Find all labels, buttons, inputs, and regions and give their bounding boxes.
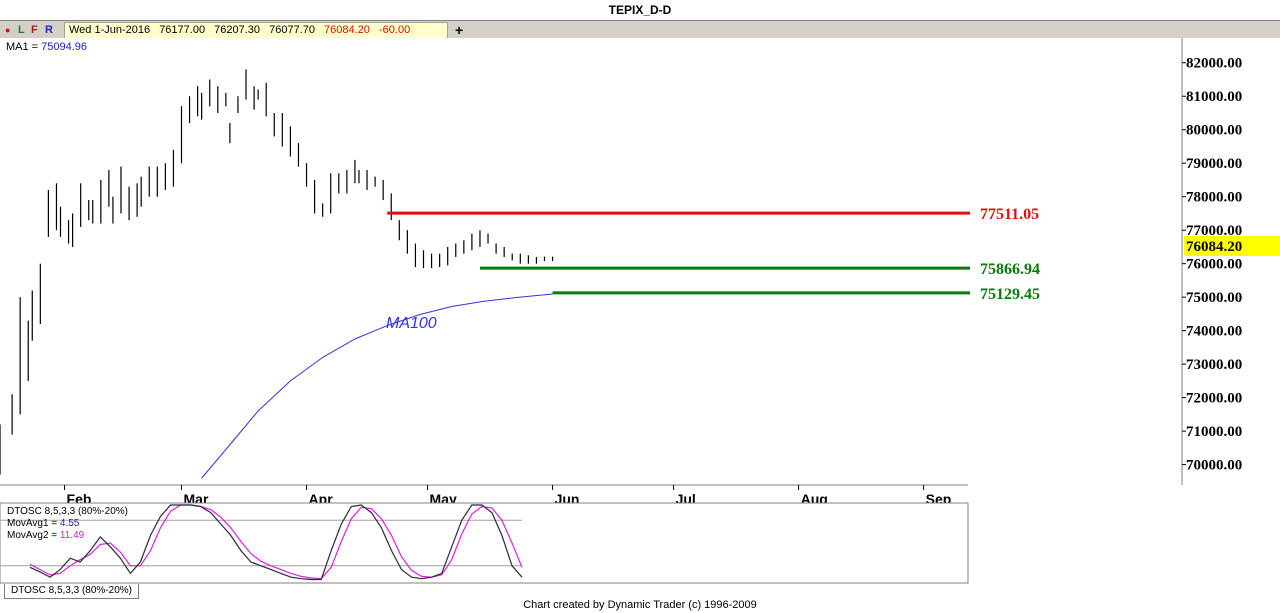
- quote-date: Wed 1-Jun-2016: [69, 24, 151, 36]
- y-tick-label: 76000.00: [1186, 257, 1242, 273]
- level-label: 77511.05: [980, 206, 1039, 223]
- y-tick-label: 80000.00: [1186, 123, 1242, 139]
- y-tick-label: 77000.00: [1186, 223, 1242, 239]
- last-price-badge: [1184, 236, 1280, 256]
- osc-movavg1-line: [29, 504, 523, 581]
- toolbar-button-r[interactable]: R: [45, 24, 53, 36]
- y-tick-label: 78000.00: [1186, 190, 1242, 206]
- tab-dtosc[interactable]: DTOSC 8,5,3,3 (80%-20%): [4, 584, 139, 599]
- level-lines: 77511.05 75866.94 75129.45: [387, 206, 1040, 303]
- level-label: 75129.45: [980, 286, 1040, 303]
- y-tick-label: 71000.00: [1186, 424, 1242, 440]
- quote-low: 76077.70: [269, 24, 315, 36]
- price-chart: 82000.00 81000.00 80000.00 79000.00 78000.00…: [0, 38, 1280, 598]
- quote-close: 76084.20: [324, 24, 370, 36]
- y-tick-label: 74000.00: [1186, 324, 1242, 340]
- osc-movavg2-line: [29, 504, 523, 580]
- quote-box: Wed 1-Jun-2016 76177.00 76207.30 76077.7…: [64, 22, 448, 39]
- y-tick-label: 72000.00: [1186, 391, 1242, 407]
- y-tick-label: 79000.00: [1186, 156, 1242, 172]
- quote-open: 76177.00: [159, 24, 206, 36]
- level-label: 75866.94: [980, 261, 1040, 278]
- osc-movavg2: MovAvg2 = 11.49: [7, 530, 85, 541]
- price-bars: [0, 69, 554, 475]
- y-tick-label: 75000.00: [1186, 290, 1242, 306]
- osc-movavg1: MovAvg1 = 4.55: [7, 518, 80, 529]
- quote-change: -60.00: [379, 24, 411, 36]
- y-tick-label: 81000.00: [1186, 89, 1242, 105]
- last-price-label: 76084.20: [1186, 239, 1242, 255]
- window-title: TEPIX_D-D: [0, 0, 1280, 20]
- y-tick-label: 73000.00: [1186, 357, 1242, 373]
- ma100-series: [201, 293, 553, 479]
- ma1-label: MA1 = 75094.96: [6, 41, 87, 53]
- osc-title: DTOSC 8,5,3,3 (80%-20%): [7, 506, 128, 517]
- toolbar-button-f[interactable]: F: [31, 24, 38, 36]
- y-tick-label: 70000.00: [1186, 458, 1242, 474]
- ma100-line: [201, 293, 553, 479]
- y-axis: 82000.00 81000.00 80000.00 79000.00 78000.00…: [1182, 56, 1242, 474]
- footer-credit: Chart created by Dynamic Trader (c) 1996…: [523, 599, 757, 611]
- record-dot-icon[interactable]: ●: [5, 25, 11, 35]
- ma100-annotation: MA100: [386, 315, 437, 332]
- quote-high: 76207.30: [214, 24, 261, 36]
- y-tick-label: 82000.00: [1186, 56, 1242, 72]
- add-plus-icon[interactable]: +: [455, 22, 464, 38]
- toolbar: ● L F R Wed 1-Jun-2016 76177.00 76207.30…: [0, 20, 1280, 40]
- toolbar-button-l[interactable]: L: [18, 24, 25, 36]
- oscillator-panel: [0, 502, 969, 584]
